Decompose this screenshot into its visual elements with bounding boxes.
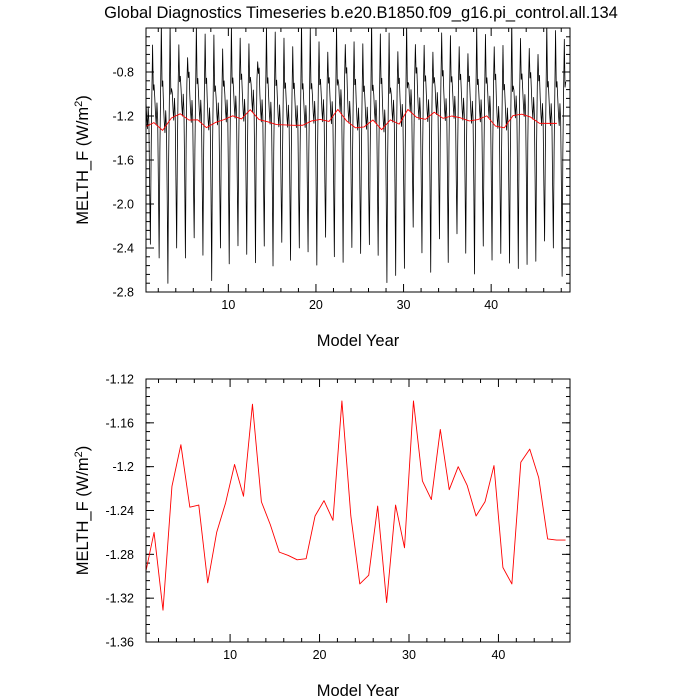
x-axis-label: Model Year xyxy=(317,332,400,350)
x-tick-label: 10 xyxy=(223,648,237,662)
figure-title: Global Diagnostics Timeseries b.e20.B185… xyxy=(104,4,618,22)
y-axis-label-suffix: ) xyxy=(74,446,92,452)
x-tick-label: 30 xyxy=(397,298,411,312)
panel-series xyxy=(146,28,567,284)
plot-frame xyxy=(145,378,571,643)
y-tick-label: -1.36 xyxy=(106,636,135,650)
x-tick-label: 40 xyxy=(491,648,505,662)
x-tick-label: 40 xyxy=(484,298,498,312)
y-axis-label-main: MELTH_F (W/m xyxy=(74,107,92,225)
series-line xyxy=(146,108,557,131)
y-axis-label: MELTH_F (W/m2) xyxy=(73,446,92,576)
x-tick-label: 30 xyxy=(402,648,416,662)
x-tick-label: 20 xyxy=(313,648,327,662)
panel-series xyxy=(146,400,566,611)
y-tick-label: -1.2 xyxy=(112,110,134,124)
y-tick-label: -2.0 xyxy=(112,198,134,212)
y-tick-label: -2.4 xyxy=(112,242,134,256)
y-tick-label: -1.12 xyxy=(106,373,135,387)
series-line xyxy=(146,28,567,284)
panel-ticks xyxy=(146,27,570,293)
y-axis-label: MELTH_F (W/m2) xyxy=(73,95,92,225)
y-tick-label: -1.32 xyxy=(106,592,135,606)
series-line xyxy=(146,400,566,611)
y-tick-label: -2.8 xyxy=(112,286,134,300)
y-tick-label: -0.8 xyxy=(112,66,134,80)
y-tick-label: -1.16 xyxy=(106,416,135,430)
x-tick-label: 10 xyxy=(221,298,235,312)
timeseries-panel-monthly: 10 20 30 40 -2.8 -2.4 -2.0 -1.6 -1.2 -0.8 Model Y… xyxy=(73,27,571,350)
panel-ticks xyxy=(146,378,571,643)
y-axis-label-superscript: 2 xyxy=(73,101,85,107)
x-axis-label: Model Year xyxy=(317,682,400,700)
panel-tick-labels: 10 20 30 40 -2.8 -2.4 -2.0 -1.6 -1.2 -0.8 xyxy=(112,66,498,313)
y-tick-label: -1.2 xyxy=(112,460,134,474)
y-tick-label: -1.6 xyxy=(112,154,134,168)
timeseries-panel-annual: 10 20 30 40 -1.36 -1.32 -1.28 -1.24 -1.2 -1.16 -1.… xyxy=(73,373,571,700)
y-tick-label: -1.28 xyxy=(106,548,135,562)
panel-tick-labels: 10 20 30 40 -1.36 -1.32 -1.28 -1.24 -1.2 -1.16 -1.… xyxy=(106,373,506,663)
y-tick-label: -1.24 xyxy=(106,504,135,518)
y-axis-label-suffix: ) xyxy=(74,95,92,101)
plot-frame xyxy=(145,27,571,293)
y-axis-label-superscript: 2 xyxy=(73,451,85,457)
x-tick-label: 20 xyxy=(309,298,323,312)
y-axis-label-main: MELTH_F (W/m xyxy=(74,457,92,575)
